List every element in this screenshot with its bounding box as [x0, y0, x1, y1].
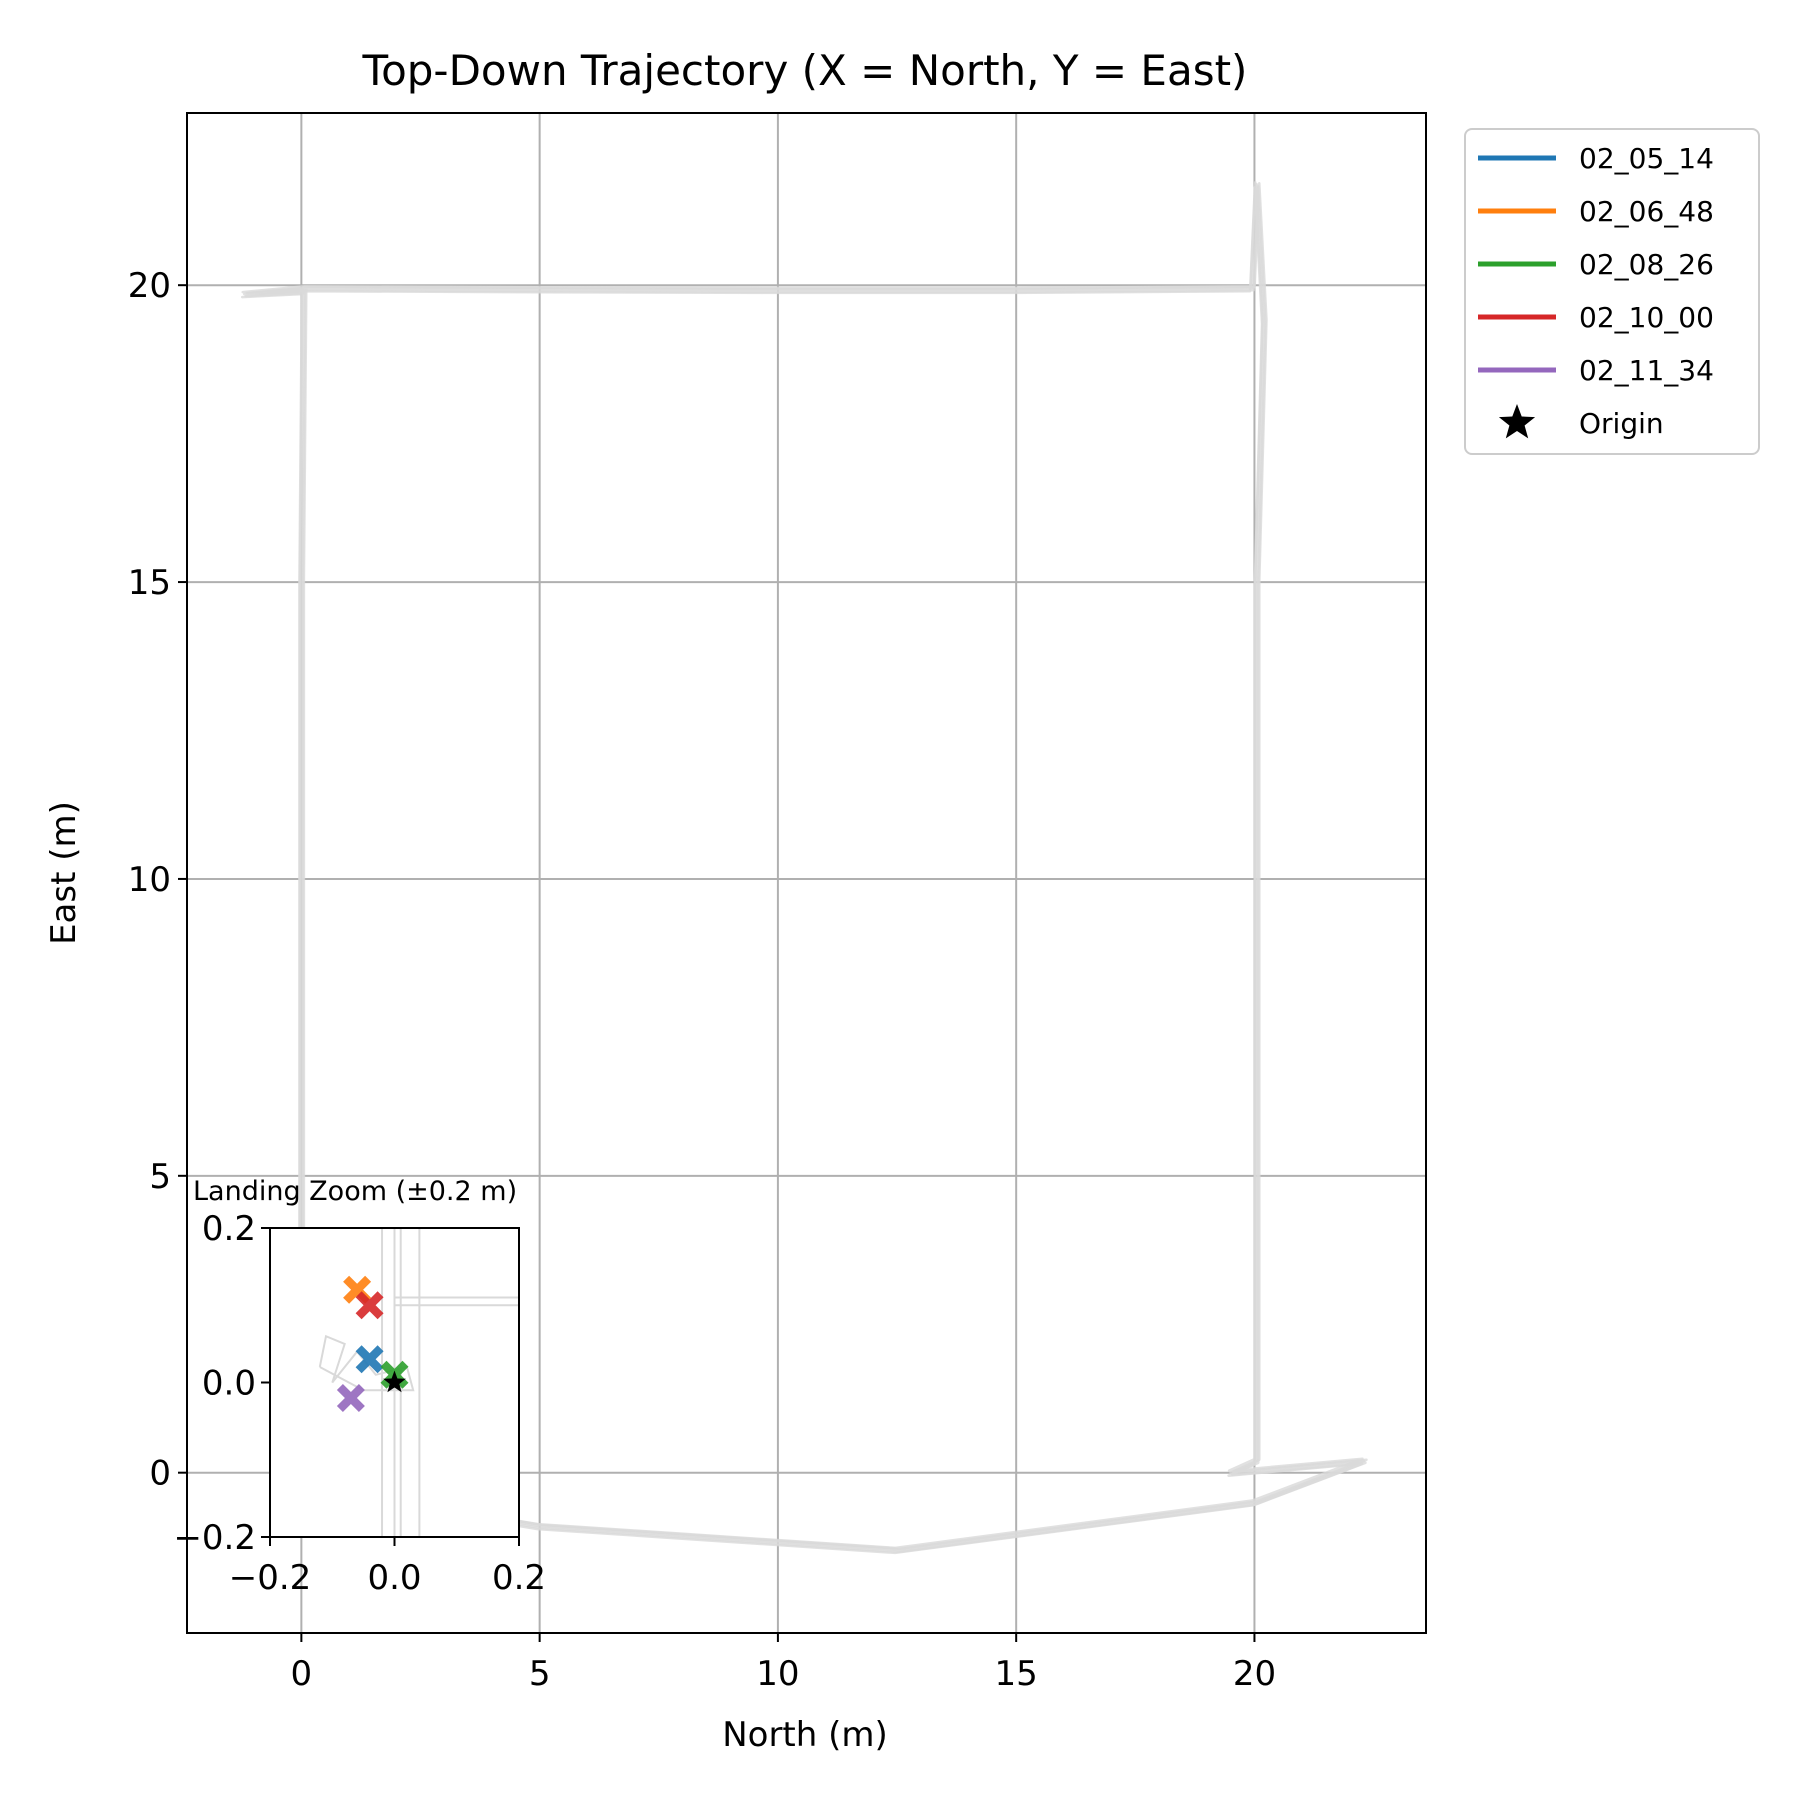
inset-x-tick-label: 0.0 [367, 1558, 421, 1598]
inset-x-tick-label: 0.2 [492, 1558, 546, 1598]
legend-label: 02_08_26 [1579, 248, 1714, 281]
x-tick-label: 0 [291, 1654, 313, 1694]
y-tick-label: 20 [128, 266, 171, 306]
inset-y-tick-label: −0.2 [173, 1518, 256, 1558]
trajectory-line [245, 182, 1368, 1551]
legend-label: 02_10_00 [1579, 301, 1714, 334]
landing-point-marker [336, 1384, 365, 1412]
legend-label: Origin [1579, 407, 1664, 440]
x-tick-label: 10 [756, 1654, 799, 1694]
landing-point-marker [355, 1345, 384, 1374]
trajectory-lines [240, 181, 1368, 1555]
main-axes: 0 5 10 15 20 0 5 10 15 20 [128, 112, 1427, 1694]
y-axis-ticks: 0 5 10 15 20 [128, 266, 187, 1494]
inset-title: Landing Zoom (±0.2 m) [193, 1176, 517, 1207]
x-tick-label: 15 [995, 1654, 1038, 1694]
inset-x-tick-label: −0.2 [229, 1558, 312, 1598]
inset-landing-points [336, 1275, 409, 1412]
y-tick-label: 5 [149, 1157, 171, 1197]
legend-box [1464, 128, 1760, 455]
legend-label: 02_11_34 [1579, 354, 1714, 387]
y-tick-label: 15 [128, 563, 171, 603]
inset-y-tick-label: 0.0 [202, 1364, 256, 1404]
y-axis-label: East (m) [44, 801, 84, 945]
inset-y-tick-label: 0.2 [202, 1209, 256, 1249]
legend-label: 02_05_14 [1579, 142, 1714, 175]
x-axis-label: North (m) [722, 1715, 888, 1755]
inset-origin-star [383, 1370, 406, 1393]
y-tick-label: 10 [128, 860, 171, 900]
legend-label: 02_06_48 [1579, 195, 1714, 228]
landing-zoom-inset: Landing Zoom (±0.2 m) −0.2 0.0 0.2 −0.2 0.0… [173, 1176, 546, 1598]
origin-star-icon [1498, 404, 1536, 439]
x-axis-ticks: 0 5 10 15 20 [291, 1633, 1276, 1694]
main-plot-frame [186, 112, 1427, 1634]
chart-title: Top-Down Trajectory (X = North, Y = East… [362, 46, 1248, 95]
landing-point-marker [355, 1291, 384, 1320]
x-tick-label: 20 [1233, 1654, 1276, 1694]
legend: 02_05_14 02_06_48 02_08_26 02_10_00 02_11_34… [1464, 128, 1760, 455]
y-tick-label: 0 [149, 1454, 171, 1494]
inset-x-ticks: −0.2 0.0 0.2 [229, 1537, 546, 1598]
x-tick-label: 5 [529, 1654, 551, 1694]
trajectory-line [240, 186, 1364, 1555]
inset-y-ticks: −0.2 0.0 0.2 [173, 1209, 270, 1558]
